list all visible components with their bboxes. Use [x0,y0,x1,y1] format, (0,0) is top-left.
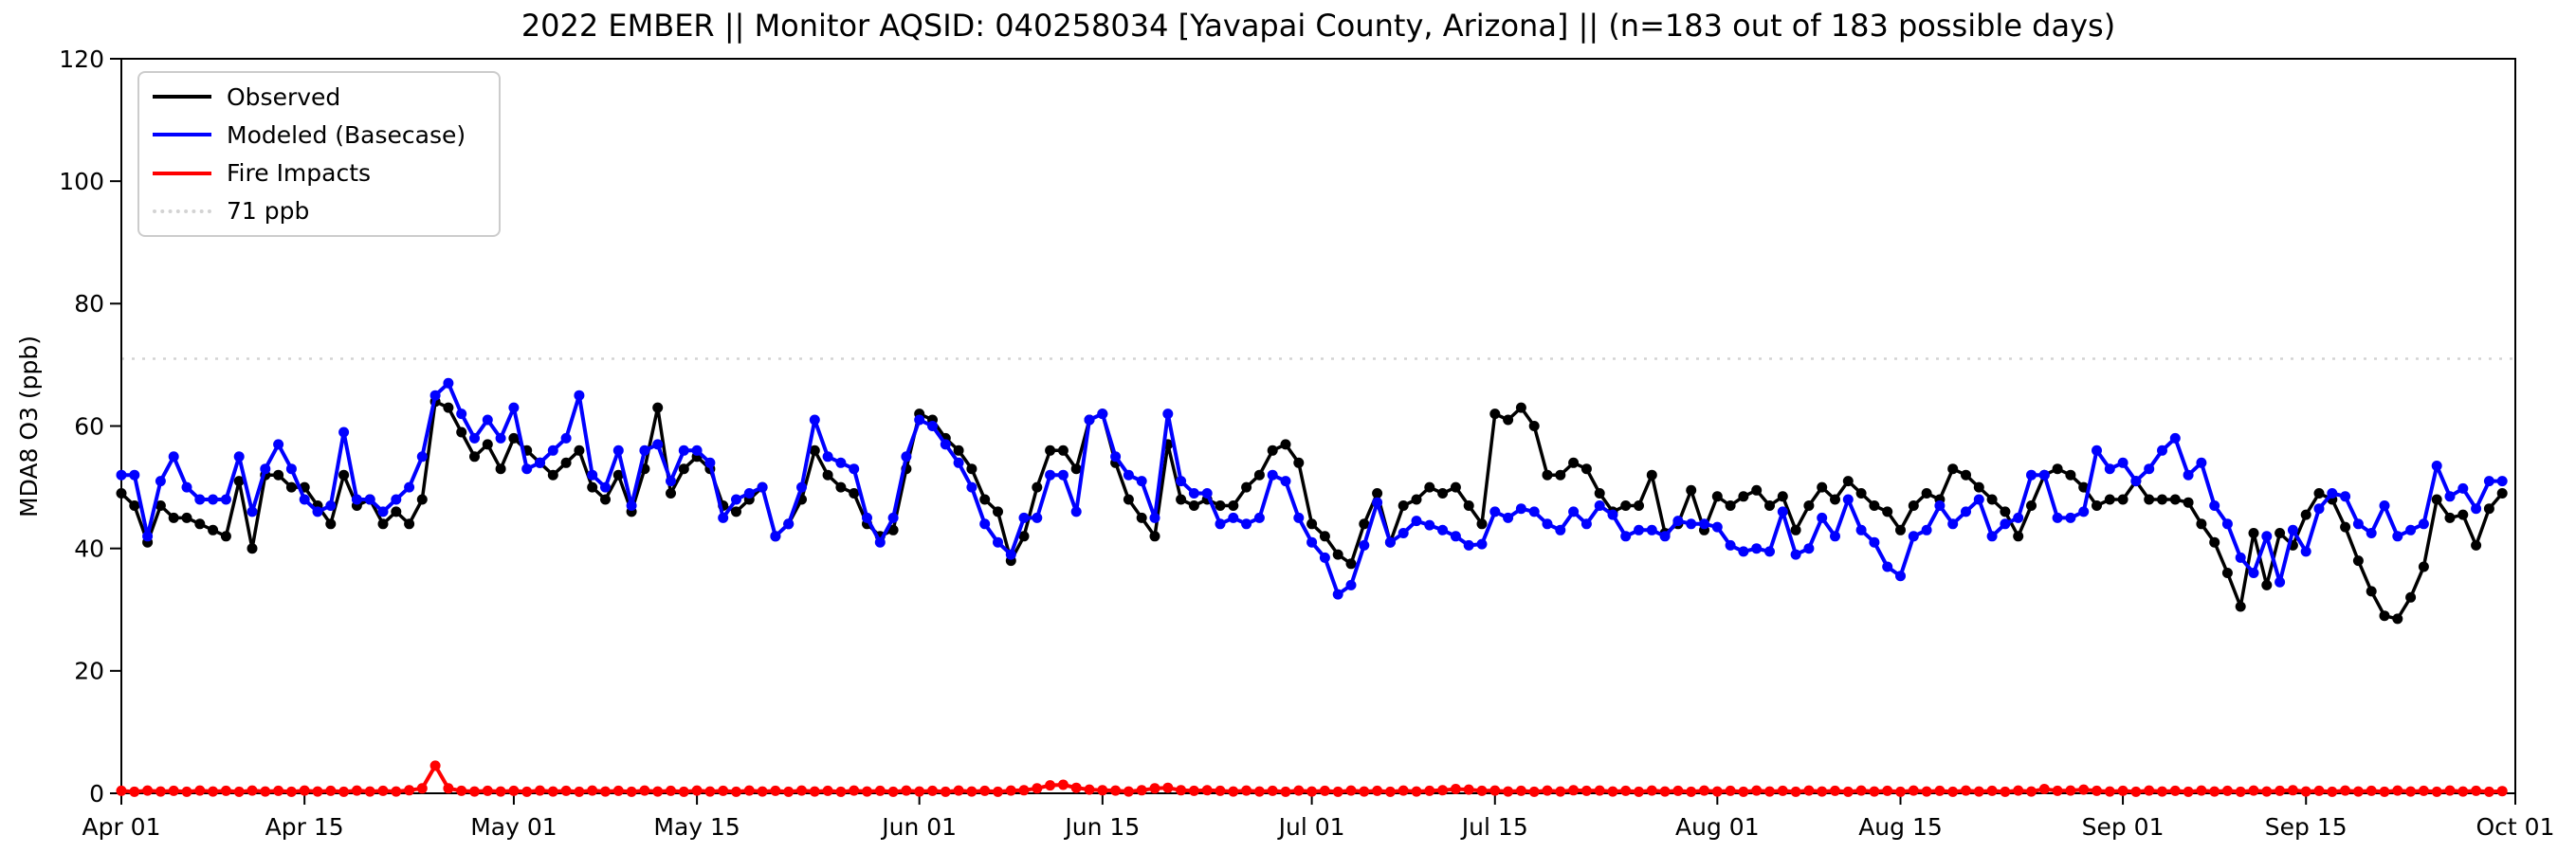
observed-line-swatch [153,95,211,100]
svg-text:60: 60 [74,412,104,440]
legend: Observed Modeled (Basecase) Fire Impacts… [137,71,501,237]
legend-item-threshold: 71 ppb [139,193,499,229]
threshold-line-swatch [153,209,211,213]
legend-item-observed: Observed [139,79,499,115]
svg-text:Sep 15: Sep 15 [2265,813,2348,841]
modeled-line-swatch [153,133,211,137]
svg-text:120: 120 [59,45,104,73]
svg-text:80: 80 [74,290,104,318]
svg-text:100: 100 [59,168,104,195]
fire-impacts-line-swatch [153,171,211,175]
legend-item-fire-impacts: Fire Impacts [139,155,499,191]
svg-text:Apr 15: Apr 15 [265,813,344,841]
legend-item-modeled: Modeled (Basecase) [139,117,499,153]
observed-line [116,396,2508,625]
x-axis: Apr 01 Apr 15 May 01 May 15 Jun 01 Jun 15 Jul … [82,793,2554,841]
svg-text:20: 20 [74,658,104,685]
svg-text:0: 0 [89,780,104,808]
svg-text:Apr 01: Apr 01 [82,813,160,841]
svg-text:May 15: May 15 [653,813,740,841]
svg-text:Aug 01: Aug 01 [1675,813,1760,841]
svg-text:40: 40 [74,535,104,562]
svg-text:May 01: May 01 [470,813,557,841]
legend-label-fire-impacts: Fire Impacts [227,159,372,188]
legend-label-threshold: 71 ppb [227,197,310,226]
modeled-line [116,377,2508,600]
legend-label-observed: Observed [227,82,341,111]
legend-label-modeled: Modeled (Basecase) [227,120,466,149]
svg-text:Jul 01: Jul 01 [1277,813,1345,841]
svg-text:Oct 01: Oct 01 [2476,813,2555,841]
svg-text:Jul 15: Jul 15 [1460,813,1528,841]
svg-text:Aug 15: Aug 15 [1858,813,1943,841]
chart-title: 2022 EMBER || Monitor AQSID: 040258034 [… [521,8,2116,44]
fire-impacts-line [116,760,2508,797]
svg-text:Jun 01: Jun 01 [880,813,957,841]
axes: 0 20 40 60 80 100 120 Apr 01 Apr 15 May 01 May 15 J… [59,45,2554,841]
y-axis: 0 20 40 60 80 100 120 [59,45,121,808]
svg-text:Sep 01: Sep 01 [2082,813,2165,841]
svg-text:Jun 15: Jun 15 [1063,813,1140,841]
